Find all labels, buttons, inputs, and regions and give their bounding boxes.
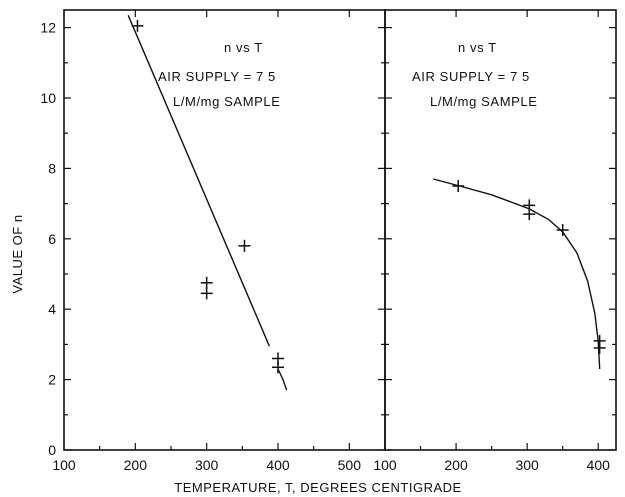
left-data-point [272,361,284,374]
right-panel: 100 200 300 400 n vs T AIR SUPPLY = 7 5 L/M/m… [373,9,617,473]
right-data-point [593,341,606,354]
left-xtick-label: 500 [338,457,362,473]
left-annotation: AIR SUPPLY = 7 5 [158,69,276,84]
left-ytick-label: 2 [48,372,56,388]
right-annotation: AIR SUPPLY = 7 5 [412,69,530,84]
left-ytick-label: 0 [48,442,56,458]
right-annotation: n vs T [458,40,497,55]
right-xtick-label: 100 [373,457,397,473]
right-data-point [523,208,536,221]
right-data-point [452,180,465,192]
left-ytick-label: 8 [48,160,56,176]
left-fit-line [127,15,271,347]
left-xtick-label: 300 [195,457,219,473]
left-fit-tail [277,368,288,391]
left-annotation: n vs T [224,40,263,55]
left-data-point [131,19,144,32]
x-axis-title: TEMPERATURE, T, DEGREES CENTIGRADE [174,480,461,495]
left-panel: 100 200 300 400 500 0 2 4 6 8 10 12 n vs T AIR SUPPL… [40,9,386,473]
left-xtick-label: 100 [52,457,76,473]
right-plot-frame [384,9,617,451]
right-annotation: L/M/mg SAMPLE [430,94,538,109]
left-data-point [200,276,213,289]
y-axis-title: VALUE OF n [10,214,25,293]
left-xtick-label: 400 [266,457,290,473]
right-fit-curve [433,178,601,370]
left-data-points [131,19,284,374]
left-fit-lines [127,15,288,391]
right-data-points [452,180,606,354]
right-ticks [384,10,616,451]
left-ytick-label: 4 [48,301,56,317]
left-annotations: n vs T AIR SUPPLY = 7 5 L/M/mg SAMPLE [158,40,281,109]
left-data-point [200,287,213,300]
right-data-point [556,224,569,236]
right-annotations: n vs T AIR SUPPLY = 7 5 L/M/mg SAMPLE [412,40,538,109]
left-ytick-label: 12 [40,20,56,36]
left-annotation: L/M/mg SAMPLE [173,94,281,109]
right-xtick-label: 400 [587,457,611,473]
left-data-point [238,239,251,252]
left-ytick-label: 6 [48,231,56,247]
right-tick-labels: 100 200 300 400 [373,457,610,473]
left-ytick-label: 10 [40,90,56,106]
left-xtick-label: 200 [124,457,148,473]
right-xtick-label: 200 [444,457,468,473]
right-fit-curve [433,178,601,370]
left-tick-labels: 100 200 300 400 500 0 2 4 6 8 10 12 [40,20,361,473]
left-ticks [63,10,385,451]
right-xtick-label: 300 [515,457,539,473]
